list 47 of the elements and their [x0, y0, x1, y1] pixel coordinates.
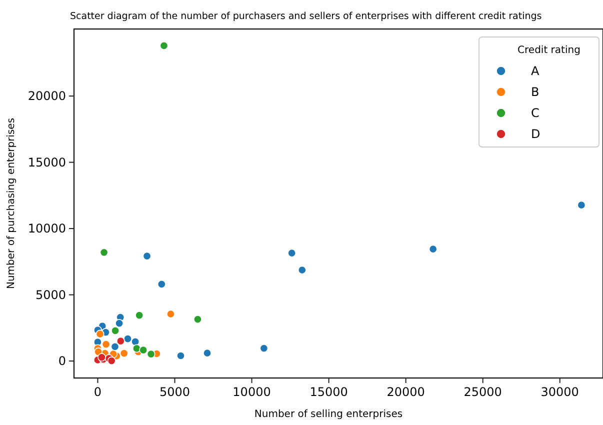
x-tick-label: 5000 — [159, 385, 190, 399]
point — [160, 41, 168, 50]
x-tick-label: 10000 — [232, 385, 271, 399]
legend-label: B — [531, 85, 540, 99]
point — [111, 326, 120, 335]
x-tick-label: 15000 — [310, 385, 348, 399]
point — [115, 319, 124, 328]
point — [100, 248, 108, 257]
point — [110, 342, 120, 351]
point — [176, 352, 185, 360]
x-tick-label: 0 — [94, 385, 102, 399]
point — [298, 266, 306, 274]
point — [116, 336, 125, 346]
point — [166, 310, 175, 318]
point — [139, 346, 148, 354]
legend-label: A — [531, 64, 540, 78]
point — [131, 337, 140, 346]
point — [203, 348, 212, 358]
point — [288, 248, 296, 258]
point — [193, 315, 202, 324]
point — [107, 356, 116, 365]
y-tick-label: 15000 — [28, 155, 66, 170]
y-tick-label: 20000 — [28, 89, 66, 104]
point — [146, 350, 156, 358]
chart-title: Scatter diagram of the number of purchasers and sellers of enterprises with different credit ratings — [70, 11, 542, 22]
x-tick-label: 30000 — [540, 385, 579, 399]
legend-title: Credit rating — [518, 45, 580, 56]
point — [142, 252, 152, 260]
point — [260, 344, 268, 353]
point — [157, 280, 166, 288]
point — [96, 330, 104, 338]
y-axis-title: Number of purchasing enterprises — [6, 118, 17, 290]
x-tick-label: 20000 — [386, 385, 425, 399]
y-tick-label: 5000 — [35, 288, 66, 302]
x-axis-title: Number of selling enterprises — [254, 409, 403, 420]
point — [135, 311, 144, 320]
point — [102, 340, 110, 349]
point — [428, 244, 438, 254]
legend-label: D — [531, 127, 540, 141]
legend-label: C — [531, 106, 540, 120]
point — [124, 334, 132, 343]
y-tick-label: 0 — [58, 354, 66, 368]
point — [120, 349, 128, 358]
x-tick-label: 25000 — [464, 385, 502, 399]
y-tick-label: 10000 — [28, 222, 66, 236]
point — [577, 200, 586, 210]
point — [132, 344, 141, 353]
